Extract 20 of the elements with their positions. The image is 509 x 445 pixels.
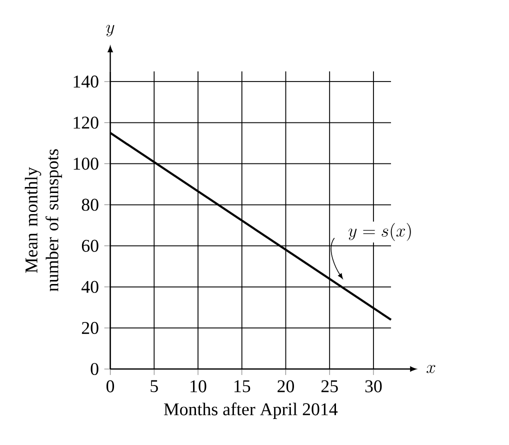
x-tick-label: 15 <box>234 380 250 392</box>
y-tick-label: 120 <box>74 116 98 128</box>
y-tick-label: 100 <box>74 157 98 170</box>
text: $y$ <box>106 24 114 36</box>
x-tick-label: 20 <box>278 380 294 392</box>
x-tick-label: 5 <box>150 380 158 392</box>
y-tick-label: 140 <box>74 75 98 88</box>
annotation: $y = s(x)$ <box>348 222 411 241</box>
y-tick-label: 20 <box>82 322 98 334</box>
y-axis-title: Mean monthly number of sunspots <box>24 149 62 292</box>
y-tick-label: 80 <box>82 198 98 211</box>
x-tick-label: 0 <box>106 380 114 392</box>
x-tick-label: 25 <box>321 380 338 392</box>
x-tick-label: 10 <box>190 380 206 392</box>
y-tick-label: 40 <box>82 280 98 293</box>
x-tick-label: 30 <box>365 380 382 392</box>
x-axis-title: Months after April 2014 <box>164 402 338 419</box>
y-tick-label: 0 <box>90 362 98 375</box>
y-tick-label: 60 <box>82 240 98 252</box>
text: $x$ <box>426 364 436 373</box>
